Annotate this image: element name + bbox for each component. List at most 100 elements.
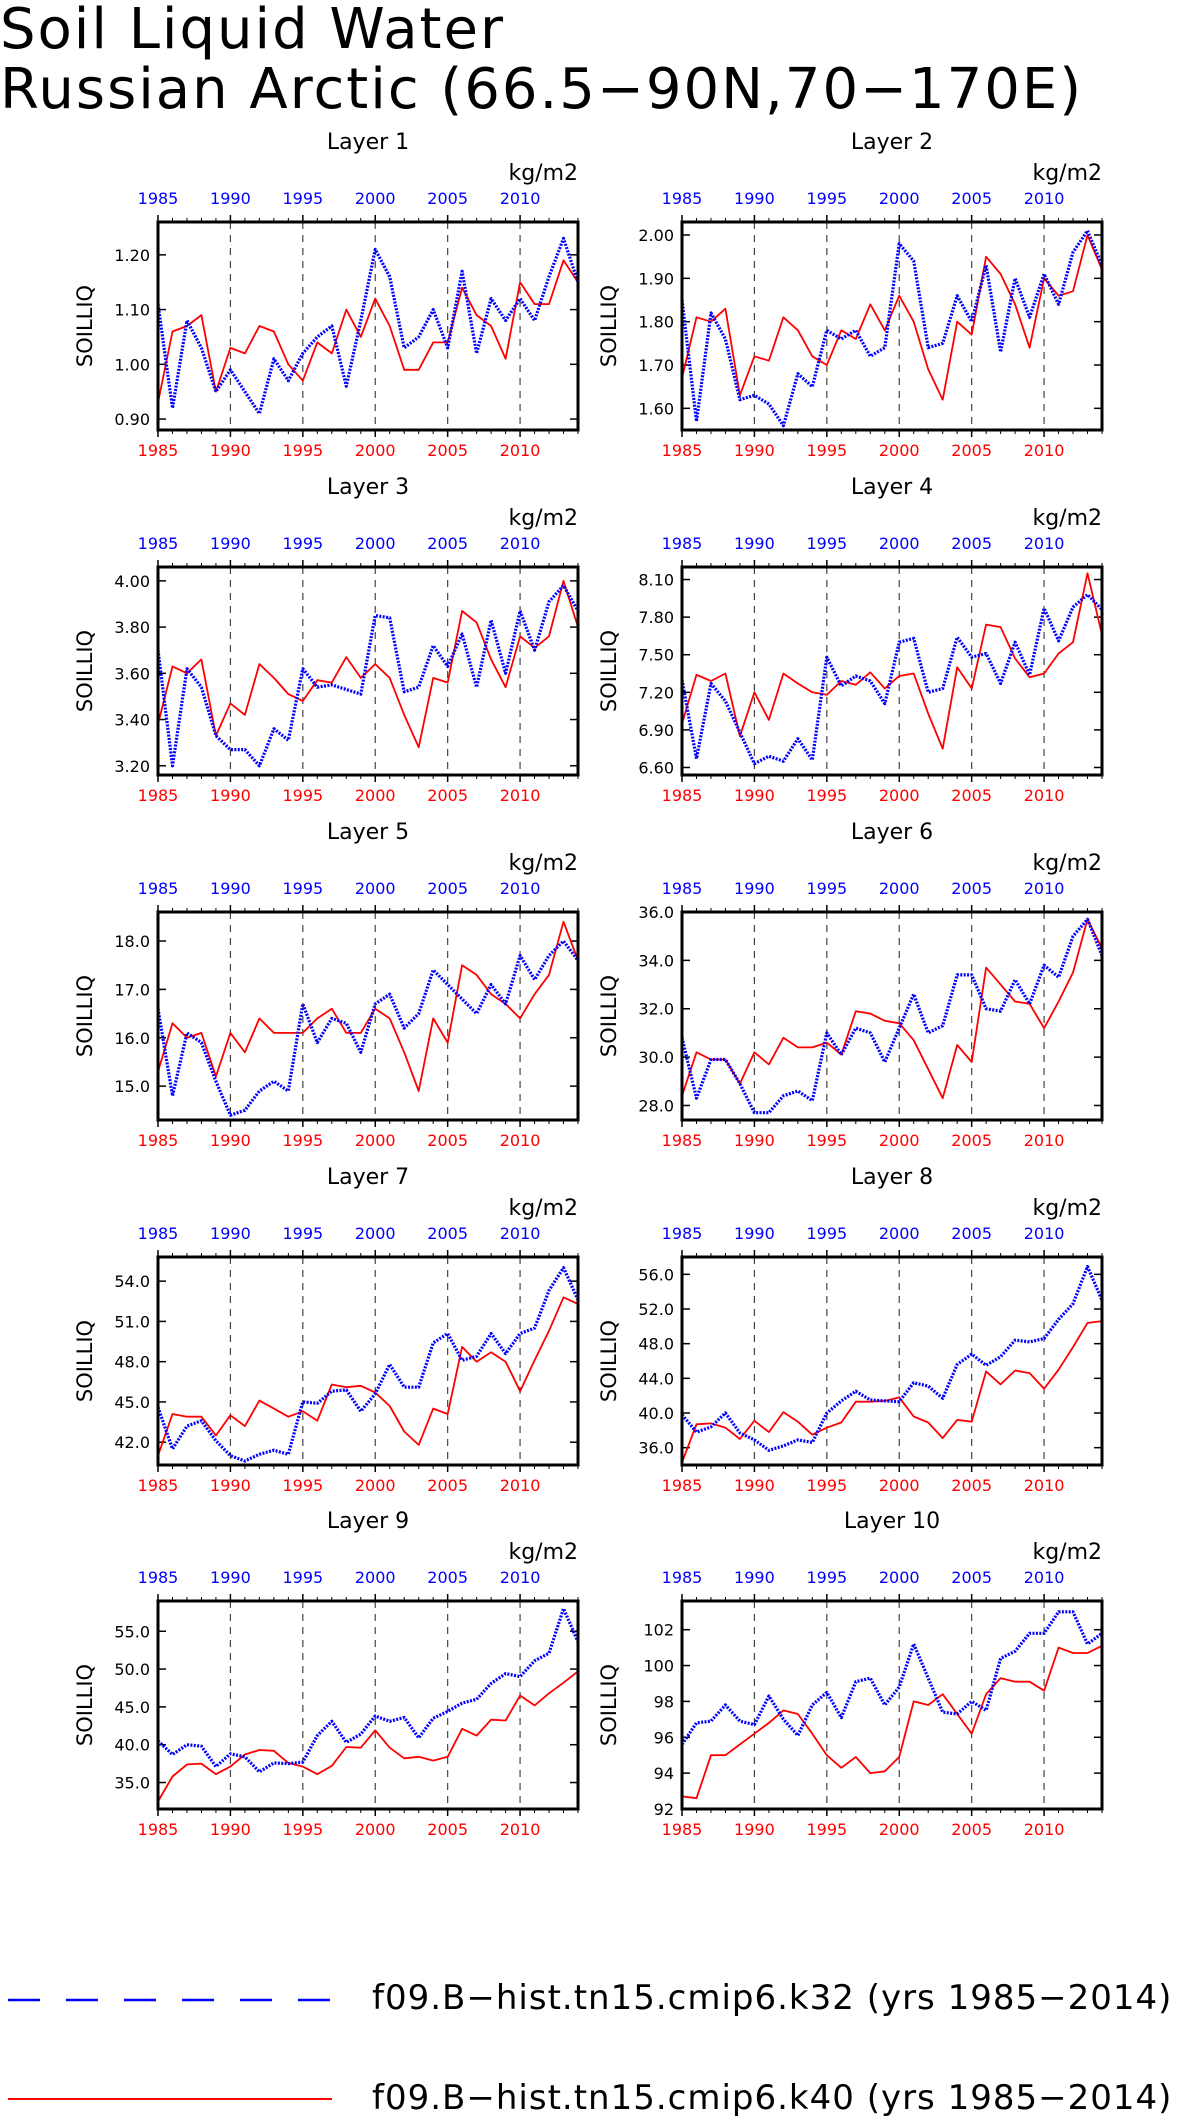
- y-tick-label: 98: [654, 1692, 674, 1711]
- units-label: kg/m2: [1032, 1540, 1102, 1565]
- x-bottom-tick-label: 2005: [951, 1820, 992, 1839]
- x-bottom-tick-label: 2005: [427, 786, 468, 805]
- series-line-k40: [158, 1670, 578, 1802]
- y-tick-label: 102: [643, 1621, 674, 1640]
- y-tick-label: 94: [654, 1764, 674, 1783]
- x-bottom-tick-label: 2005: [427, 1820, 468, 1839]
- x-top-tick-label: 1990: [734, 879, 775, 898]
- y-axis-label: SOILLIQ: [73, 285, 97, 367]
- panel-title: Layer 5: [327, 820, 409, 845]
- x-top-tick-label: 1995: [282, 1224, 323, 1243]
- x-bottom-tick-label: 1985: [662, 1476, 703, 1495]
- x-top-tick-label: 2005: [951, 1568, 992, 1587]
- y-tick-label: 34.0: [638, 951, 674, 970]
- panel-title: Layer 6: [851, 820, 933, 845]
- y-tick-label: 36.0: [638, 1439, 674, 1458]
- units-label: kg/m2: [1032, 851, 1102, 876]
- series-line-k40: [682, 1320, 1102, 1463]
- y-tick-label: 1.60: [638, 399, 674, 418]
- chart-panel-layer-3: Layer 3 kg/m2 1985 1990 1995 2000 2005 2010 1985…: [73, 475, 580, 805]
- chart-panel-layer-8: Layer 8 kg/m2 1985 1990 1995 2000 2005 2010 1985…: [597, 1165, 1104, 1495]
- x-bottom-tick-label: 2010: [1024, 441, 1065, 460]
- series-line-k40: [158, 259, 578, 403]
- x-bottom-tick-label: 1990: [210, 441, 251, 460]
- y-tick-label: 54.0: [114, 1272, 150, 1291]
- y-tick-label: 6.90: [638, 721, 674, 740]
- series-line-k40: [158, 580, 578, 749]
- series-line-k32: [682, 229, 1102, 428]
- x-bottom-tick-label: 1985: [662, 786, 703, 805]
- series-line-k32: [158, 939, 578, 1117]
- y-tick-label: 32.0: [638, 1000, 674, 1019]
- x-bottom-tick-label: 2005: [427, 1476, 468, 1495]
- x-bottom-tick-label: 2010: [500, 441, 541, 460]
- x-top-tick-label: 1995: [282, 879, 323, 898]
- panel-title: Layer 8: [851, 1165, 933, 1190]
- chart-panel-layer-9: Layer 9 kg/m2 1985 1990 1995 2000 2005 2010 1985…: [73, 1509, 580, 1839]
- x-top-tick-label: 2005: [951, 189, 992, 208]
- x-top-tick-label: 2010: [1024, 189, 1065, 208]
- x-top-tick-label: 1985: [662, 1568, 703, 1587]
- x-bottom-tick-label: 2005: [951, 786, 992, 805]
- y-tick-label: 92: [654, 1800, 674, 1819]
- y-tick-label: 52.0: [638, 1300, 674, 1319]
- series-line-k40: [682, 572, 1102, 750]
- x-bottom-tick-label: 1995: [806, 1131, 847, 1150]
- x-top-tick-label: 2005: [427, 879, 468, 898]
- x-top-tick-label: 1990: [210, 1224, 251, 1243]
- units-label: kg/m2: [508, 506, 578, 531]
- units-label: kg/m2: [1032, 161, 1102, 186]
- y-tick-label: 8.10: [638, 571, 674, 590]
- x-top-tick-label: 2000: [879, 189, 920, 208]
- x-top-tick-label: 1985: [662, 189, 703, 208]
- x-bottom-tick-label: 2000: [355, 1820, 396, 1839]
- y-tick-label: 56.0: [638, 1265, 674, 1284]
- panel-title: Layer 1: [327, 130, 409, 155]
- y-axis-label: SOILLIQ: [597, 1320, 621, 1402]
- y-axis-label: SOILLIQ: [73, 975, 97, 1057]
- x-bottom-tick-label: 2000: [355, 1131, 396, 1150]
- x-top-tick-label: 1985: [662, 879, 703, 898]
- y-tick-label: 3.20: [114, 757, 150, 776]
- panel-title: Layer 9: [327, 1509, 409, 1534]
- panel-frame: [156, 1255, 580, 1467]
- x-top-tick-label: 2000: [879, 879, 920, 898]
- x-top-tick-label: 1985: [138, 879, 179, 898]
- x-bottom-tick-label: 2010: [1024, 1476, 1065, 1495]
- panel-frame: [156, 565, 580, 777]
- x-top-tick-label: 2010: [500, 534, 541, 553]
- x-bottom-tick-label: 2000: [355, 441, 396, 460]
- x-bottom-tick-label: 2000: [879, 786, 920, 805]
- y-axis-label: SOILLIQ: [73, 630, 97, 712]
- x-bottom-tick-label: 2000: [879, 1820, 920, 1839]
- chart-panel-layer-6: Layer 6 kg/m2 1985 1990 1995 2000 2005 2010 1985…: [597, 820, 1104, 1150]
- y-tick-label: 16.0: [114, 1029, 150, 1048]
- x-top-tick-label: 1985: [138, 1568, 179, 1587]
- y-tick-label: 6.60: [638, 758, 674, 777]
- x-top-tick-label: 2000: [355, 1568, 396, 1587]
- y-tick-label: 45.0: [114, 1393, 150, 1412]
- panel-title: Layer 2: [851, 130, 933, 155]
- panel-frame: [156, 220, 580, 432]
- x-top-tick-label: 1990: [734, 534, 775, 553]
- y-tick-label: 96: [654, 1728, 674, 1747]
- x-top-tick-label: 1995: [806, 1568, 847, 1587]
- x-top-tick-label: 2000: [355, 534, 396, 553]
- y-tick-label: 50.0: [114, 1660, 150, 1679]
- x-bottom-tick-label: 1985: [138, 1820, 179, 1839]
- units-label: kg/m2: [508, 161, 578, 186]
- y-tick-label: 48.0: [114, 1353, 150, 1372]
- x-bottom-tick-label: 1995: [806, 1476, 847, 1495]
- x-top-tick-label: 2000: [879, 1568, 920, 1587]
- x-top-tick-label: 1990: [210, 189, 251, 208]
- y-tick-label: 100: [643, 1657, 674, 1676]
- x-bottom-tick-label: 1990: [734, 441, 775, 460]
- x-bottom-tick-label: 2000: [355, 786, 396, 805]
- y-tick-label: 7.80: [638, 608, 674, 627]
- x-bottom-tick-label: 1990: [734, 1820, 775, 1839]
- x-bottom-tick-label: 1990: [210, 1476, 251, 1495]
- x-top-tick-label: 2000: [355, 189, 396, 208]
- y-tick-label: 7.50: [638, 646, 674, 665]
- x-bottom-tick-label: 2005: [951, 441, 992, 460]
- series-line-k32: [682, 1264, 1102, 1452]
